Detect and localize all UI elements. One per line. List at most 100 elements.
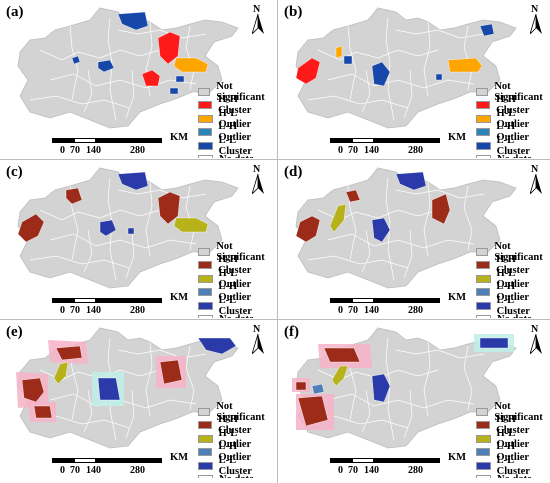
panel-label: (c)	[6, 164, 23, 180]
panel-label: (a)	[6, 4, 24, 20]
legend-label: H-H Cluster	[218, 414, 252, 437]
legend-item: Not Significant	[476, 241, 548, 263]
scale-segment	[74, 298, 96, 303]
legend-swatch	[476, 421, 491, 430]
legend-label: Not Significant	[216, 400, 265, 423]
scale-segment	[330, 458, 352, 463]
legend-item: L-L Cluster	[476, 455, 548, 477]
legend-item: Not Significant	[198, 81, 270, 103]
scale-bar: KM 0 70 140 280	[52, 292, 222, 318]
hh-county	[157, 31, 181, 65]
legend-label: L-H Outlier	[218, 121, 252, 144]
legend-swatch	[198, 128, 213, 137]
scale-tick: 280	[130, 145, 145, 156]
legend-swatch	[476, 247, 489, 256]
ll-county	[435, 73, 443, 81]
legend-swatch	[476, 461, 491, 470]
panel-label: (b)	[284, 4, 303, 20]
legend-swatch	[198, 274, 213, 283]
scale-tick: 0	[338, 145, 343, 156]
scale-tick: 140	[86, 465, 101, 476]
legend-item: L-L Cluster	[198, 455, 270, 477]
scale-segment	[118, 458, 162, 463]
legend-swatch	[476, 87, 489, 96]
scale-segment	[52, 138, 74, 143]
legend: Not Significant H-H Cluster H-L Outlier …	[198, 401, 270, 478]
legend-item: Not Significant	[198, 241, 270, 263]
north-arrow: N	[528, 164, 544, 194]
legend-label: L-L Cluster	[496, 134, 530, 157]
legend-item: L-L Cluster	[476, 135, 548, 157]
legend-item: Not Significant	[476, 401, 548, 423]
legend-item: No date	[476, 153, 548, 158]
ll-county	[395, 171, 427, 191]
scale-tick: 70	[348, 465, 358, 476]
legend-item: L-H Outlier	[476, 121, 548, 143]
legend-label: No date	[219, 474, 254, 478]
ll-county	[127, 227, 135, 235]
hh-county	[345, 189, 361, 203]
scale-unit: KM	[170, 292, 189, 303]
hh-county	[157, 191, 181, 225]
north-arrow-icon	[530, 14, 542, 34]
legend-item: No date	[476, 313, 548, 318]
legend-item: H-L Outlier	[476, 108, 548, 130]
hh-county	[141, 69, 161, 87]
county-borders	[307, 177, 485, 281]
scale-segment	[118, 138, 162, 143]
scale-bar: KM 0 70 140 280	[330, 452, 500, 478]
legend-label: H-L Outlier	[218, 107, 252, 130]
hl-county	[335, 45, 343, 59]
legend-label: L-L Cluster	[218, 294, 252, 317]
hh-county	[55, 345, 83, 361]
scale-segment	[96, 138, 118, 143]
legend-label: L-H Outlier	[218, 281, 252, 304]
north-arrow-icon	[530, 174, 542, 194]
legend-item: L-H Outlier	[198, 441, 270, 463]
map	[17, 167, 239, 289]
lh-county	[311, 383, 325, 395]
legend-item: No date	[476, 473, 548, 478]
legend-item: H-L Outlier	[198, 268, 270, 290]
column-divider	[277, 0, 278, 483]
map	[16, 327, 239, 449]
legend-label: H-L Outlier	[218, 267, 252, 290]
legend-label: No date	[497, 314, 532, 318]
hh-county	[295, 57, 321, 85]
hl-county	[447, 57, 483, 73]
scale-segment	[96, 458, 118, 463]
legend-item: H-H Cluster	[476, 254, 548, 276]
legend-swatch	[198, 155, 213, 158]
scale-segment	[374, 298, 396, 303]
ll-county	[169, 87, 179, 95]
legend-item: H-L Outlier	[198, 108, 270, 130]
legend-label: H-H Cluster	[496, 254, 530, 277]
legend-swatch	[198, 434, 213, 443]
hh-county	[65, 187, 83, 205]
scale-unit: KM	[170, 132, 189, 143]
scale-bar: KM 0 70 140 280	[330, 132, 500, 158]
scale-segment	[330, 298, 352, 303]
legend-item: L-H Outlier	[476, 281, 548, 303]
legend-label: L-L Cluster	[218, 454, 252, 477]
scale-segment	[52, 458, 74, 463]
hh-county	[295, 215, 321, 243]
map-panel: (c) N Not Significant H-H Cluster H-L Ou…	[0, 160, 270, 318]
legend-label: Not Significant	[494, 80, 543, 103]
legend-item: H-L Outlier	[198, 428, 270, 450]
legend-label: L-L Cluster	[218, 134, 252, 157]
hl-county	[173, 57, 209, 73]
hl-county	[173, 217, 209, 233]
scale-unit: KM	[448, 452, 467, 463]
legend-item: No date	[198, 153, 270, 158]
north-arrow-icon	[530, 334, 542, 354]
legend-swatch	[476, 114, 491, 123]
legend-item: H-H Cluster	[198, 414, 270, 436]
legend-label: H-L Outlier	[496, 427, 530, 450]
hh-county	[431, 193, 451, 225]
legend-swatch	[198, 461, 213, 470]
scale-tick: 70	[70, 465, 80, 476]
legend-item: Not Significant	[476, 81, 548, 103]
scale-segment	[374, 138, 396, 143]
ll-county	[71, 55, 81, 65]
